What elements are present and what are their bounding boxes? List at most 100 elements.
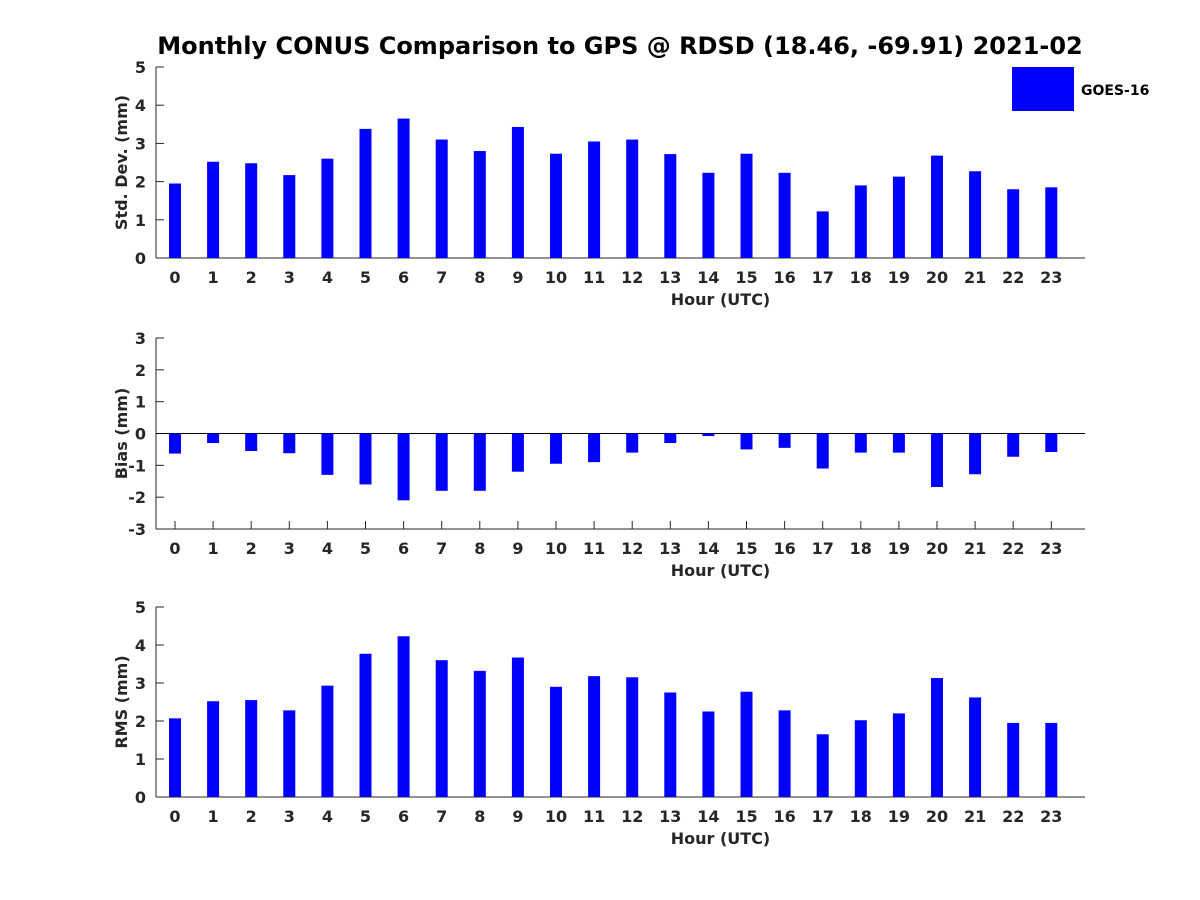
bar-hour-13 [664, 433, 677, 444]
bar-hour-23 [1045, 433, 1058, 452]
x-tick-label: 2 [246, 268, 257, 287]
x-tick-label: 8 [474, 539, 485, 558]
bar-hour-4 [321, 158, 334, 258]
bar-hour-19 [892, 176, 905, 258]
x-tick-label: 21 [964, 268, 986, 287]
x-tick-label: 8 [474, 268, 485, 287]
x-tick-label: 7 [436, 539, 447, 558]
x-tick-label: 3 [284, 268, 295, 287]
y-tick-label: -3 [128, 520, 146, 539]
bar-hour-7 [435, 433, 448, 491]
bar-hour-1 [207, 433, 220, 444]
bar-hour-23 [1045, 187, 1058, 258]
bar-hour-22 [1007, 433, 1020, 457]
bar-hour-9 [511, 126, 524, 258]
x-tick-label: 7 [436, 807, 447, 826]
x-tick-label: 9 [512, 807, 523, 826]
bar-hour-14 [702, 172, 715, 258]
bar-hour-13 [664, 692, 677, 797]
y-tick-label: 3 [135, 674, 146, 693]
bar-hour-1 [207, 701, 220, 797]
x-tick-label: 15 [735, 807, 757, 826]
y-tick-label: 0 [135, 249, 146, 268]
bar-hour-17 [816, 433, 829, 469]
x-tick-label: 2 [246, 539, 257, 558]
x-tick-label: 9 [512, 268, 523, 287]
x-tick-label: 19 [888, 539, 910, 558]
y-tick-label: 2 [135, 361, 146, 380]
y-tick-label: 1 [135, 393, 146, 412]
x-tick-label: 5 [360, 268, 371, 287]
x-tick-label: 0 [169, 807, 180, 826]
bar-hour-11 [588, 141, 601, 258]
x-tick-label: 22 [1002, 268, 1024, 287]
x-tick-label: 11 [583, 268, 605, 287]
bar-hour-1 [207, 161, 220, 258]
y-tick-label: 0 [135, 425, 146, 444]
bar-hour-0 [169, 183, 181, 258]
bar-hour-20 [931, 433, 943, 487]
x-tick-label: 10 [545, 268, 567, 287]
bar-hour-22 [1007, 722, 1020, 797]
x-tick-label: 5 [360, 539, 371, 558]
bar-hour-10 [550, 153, 562, 258]
x-tick-label: 17 [812, 268, 834, 287]
x-tick-label: 23 [1040, 268, 1062, 287]
x-tick-label: 1 [208, 268, 219, 287]
y-tick-label: 5 [135, 58, 146, 77]
x-tick-label: 4 [322, 807, 333, 826]
x-tick-label: 11 [583, 807, 605, 826]
y-tick-label: 3 [135, 329, 146, 348]
x-tick-label: 18 [850, 807, 872, 826]
x-tick-label: 13 [659, 807, 681, 826]
x-tick-label: 6 [398, 268, 409, 287]
y-tick-label: 1 [135, 211, 146, 230]
x-tick-label: 22 [1002, 539, 1024, 558]
bar-hour-16 [778, 433, 791, 448]
x-tick-label: 19 [888, 268, 910, 287]
bar-hour-14 [702, 433, 715, 437]
x-tick-label: 14 [697, 807, 719, 826]
bar-hour-18 [854, 720, 867, 797]
x-tick-label: 14 [697, 539, 719, 558]
x-tick-label: 23 [1040, 539, 1062, 558]
bar-hour-20 [931, 155, 943, 258]
bar-hour-21 [969, 433, 982, 475]
y-axis-label: RMS (mm) [112, 655, 131, 748]
x-tick-label: 0 [169, 268, 180, 287]
bar-hour-3 [283, 433, 296, 454]
x-tick-label: 12 [621, 268, 643, 287]
bar-hour-0 [169, 433, 181, 454]
y-axis-label: Bias (mm) [112, 388, 131, 480]
y-tick-label: -1 [128, 456, 146, 475]
bar-hour-6 [397, 636, 410, 797]
x-tick-label: 3 [284, 807, 295, 826]
y-tick-label: 3 [135, 134, 146, 153]
bar-hour-19 [892, 713, 905, 797]
bar-hour-4 [321, 685, 334, 797]
bar-hour-15 [740, 153, 753, 258]
x-tick-label: 18 [850, 539, 872, 558]
y-tick-label: 4 [135, 96, 146, 115]
bar-hour-6 [397, 118, 410, 258]
bar-hour-0 [169, 718, 181, 797]
bar-hour-8 [473, 670, 486, 797]
x-tick-label: 10 [545, 539, 567, 558]
x-tick-label: 6 [398, 539, 409, 558]
bar-hour-3 [283, 710, 296, 797]
legend-label: GOES-16 [1081, 83, 1149, 99]
x-tick-label: 23 [1040, 807, 1062, 826]
bar-hour-11 [588, 676, 601, 797]
x-tick-label: 10 [545, 807, 567, 826]
bar-hour-6 [397, 433, 410, 501]
bar-hour-2 [245, 163, 258, 258]
x-tick-label: 19 [888, 807, 910, 826]
x-tick-label: 11 [583, 539, 605, 558]
x-tick-label: 3 [284, 539, 295, 558]
x-tick-label: 8 [474, 807, 485, 826]
legend: GOES-16 [1012, 67, 1149, 111]
bar-hour-5 [359, 128, 372, 258]
